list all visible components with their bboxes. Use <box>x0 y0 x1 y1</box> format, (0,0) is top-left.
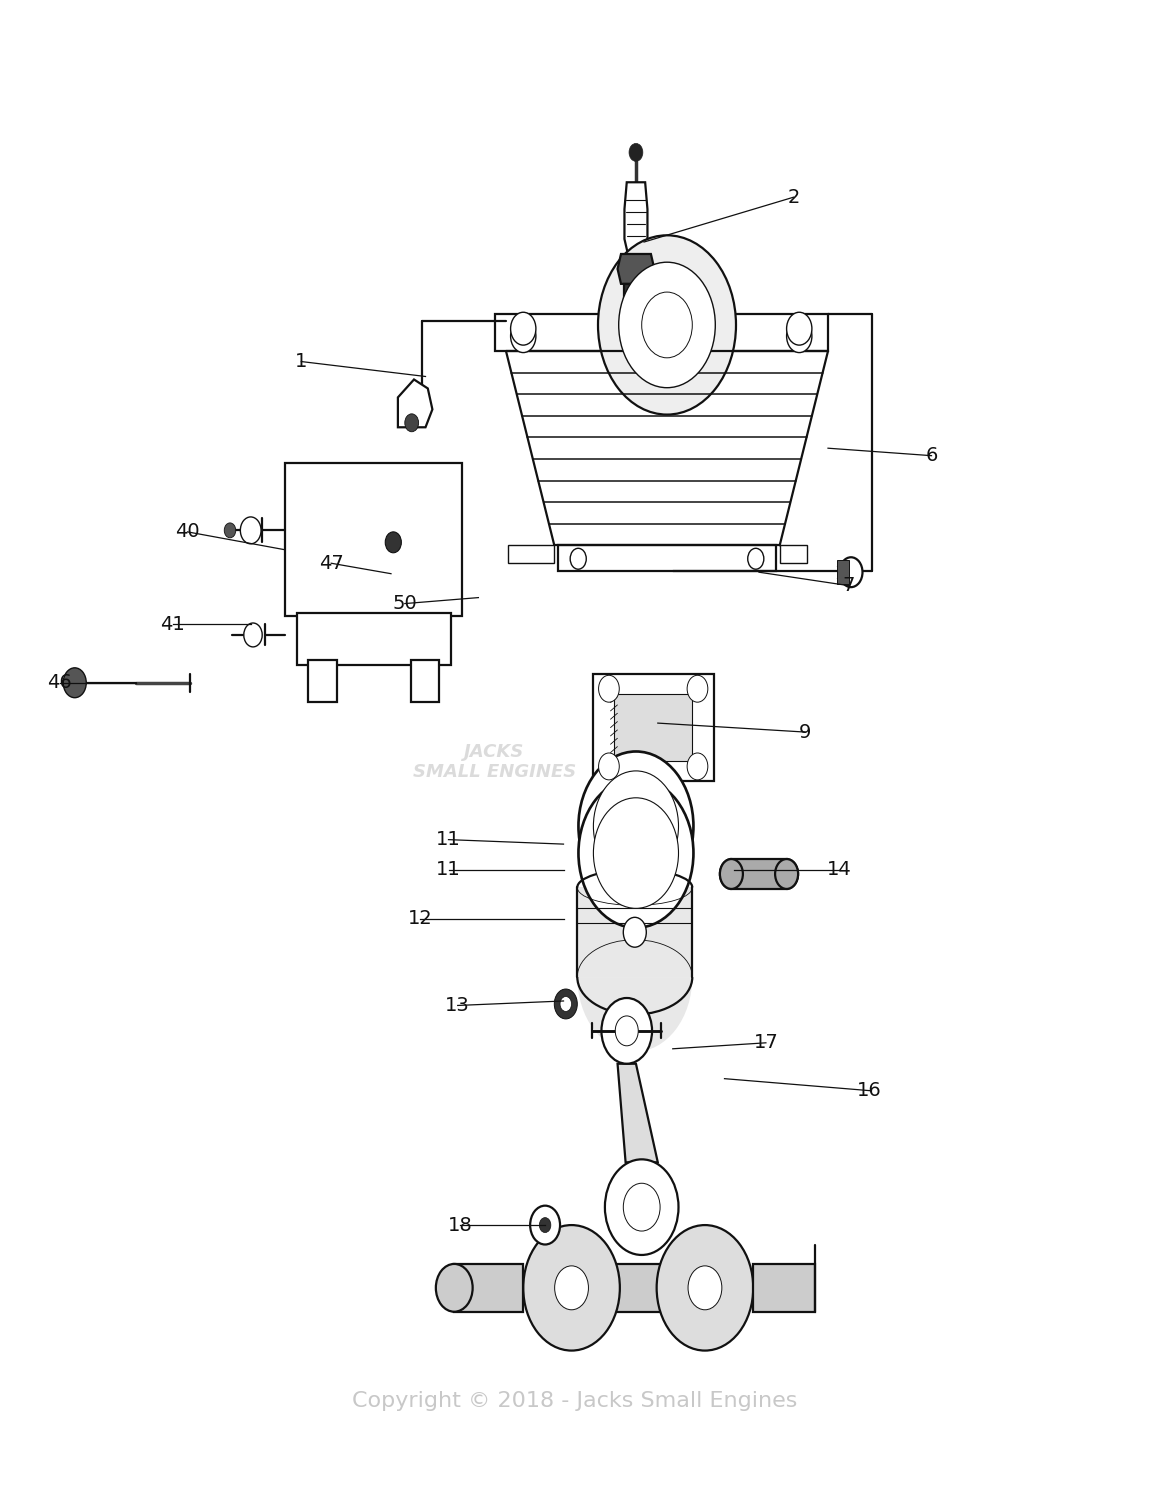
Circle shape <box>787 312 812 345</box>
Circle shape <box>578 751 693 901</box>
Circle shape <box>405 414 419 432</box>
Circle shape <box>539 1218 551 1233</box>
Circle shape <box>775 859 798 889</box>
Circle shape <box>530 1206 560 1245</box>
Bar <box>577 887 692 977</box>
Circle shape <box>511 312 536 345</box>
Text: 50: 50 <box>392 595 417 613</box>
Circle shape <box>244 623 262 647</box>
Circle shape <box>687 675 707 702</box>
Circle shape <box>554 989 577 1019</box>
Text: 12: 12 <box>407 910 432 928</box>
Bar <box>494 314 828 351</box>
Bar <box>780 545 807 563</box>
Circle shape <box>787 320 812 353</box>
Circle shape <box>748 548 764 569</box>
Text: 46: 46 <box>47 674 72 692</box>
Text: 9: 9 <box>799 723 811 741</box>
Circle shape <box>436 1264 473 1312</box>
Circle shape <box>570 548 586 569</box>
Circle shape <box>615 1016 638 1046</box>
Circle shape <box>601 998 652 1064</box>
Bar <box>508 545 554 563</box>
Circle shape <box>642 293 692 359</box>
Bar <box>837 560 849 584</box>
Polygon shape <box>572 1264 705 1312</box>
Text: 14: 14 <box>827 861 852 878</box>
Circle shape <box>623 1183 660 1231</box>
Text: 16: 16 <box>857 1082 882 1100</box>
Text: 17: 17 <box>753 1034 779 1052</box>
Circle shape <box>224 523 236 538</box>
Circle shape <box>523 1225 620 1351</box>
Circle shape <box>63 668 86 698</box>
Circle shape <box>560 996 572 1011</box>
Circle shape <box>554 1265 589 1310</box>
Circle shape <box>619 263 715 388</box>
Text: 13: 13 <box>445 996 470 1014</box>
Circle shape <box>629 143 643 161</box>
Circle shape <box>598 235 736 415</box>
Circle shape <box>598 753 620 780</box>
Polygon shape <box>398 379 432 427</box>
Circle shape <box>385 532 401 553</box>
Circle shape <box>578 778 693 928</box>
Bar <box>593 674 713 781</box>
Bar <box>753 1264 815 1312</box>
Text: 40: 40 <box>175 523 200 541</box>
Bar <box>731 859 787 889</box>
Text: 7: 7 <box>843 577 854 595</box>
Circle shape <box>623 917 646 947</box>
Circle shape <box>657 1225 753 1351</box>
Text: Copyright © 2018 - Jacks Small Engines: Copyright © 2018 - Jacks Small Engines <box>352 1391 798 1412</box>
Text: JACKS
SMALL ENGINES: JACKS SMALL ENGINES <box>413 743 576 781</box>
Text: 11: 11 <box>436 861 461 878</box>
Bar <box>285 463 462 616</box>
Bar <box>308 660 337 702</box>
Text: 1: 1 <box>296 353 307 371</box>
Text: 18: 18 <box>447 1216 473 1234</box>
Wedge shape <box>577 977 692 1052</box>
Bar <box>411 660 439 702</box>
Text: 41: 41 <box>160 616 185 633</box>
Polygon shape <box>624 182 647 254</box>
Circle shape <box>598 675 620 702</box>
Circle shape <box>240 517 261 544</box>
Circle shape <box>511 320 536 353</box>
Bar <box>558 545 776 571</box>
Text: 47: 47 <box>319 554 344 572</box>
Bar <box>614 695 692 760</box>
Polygon shape <box>618 254 654 284</box>
Text: 2: 2 <box>788 188 799 206</box>
Bar <box>624 284 647 326</box>
Circle shape <box>605 1159 678 1255</box>
Bar <box>297 613 451 665</box>
Circle shape <box>687 753 707 780</box>
Circle shape <box>593 771 678 881</box>
Text: 6: 6 <box>926 447 937 465</box>
Text: 11: 11 <box>436 831 461 849</box>
Polygon shape <box>618 1064 658 1162</box>
Circle shape <box>593 798 678 908</box>
Circle shape <box>720 859 743 889</box>
Circle shape <box>688 1265 722 1310</box>
Bar <box>454 1264 523 1312</box>
Circle shape <box>840 557 862 587</box>
